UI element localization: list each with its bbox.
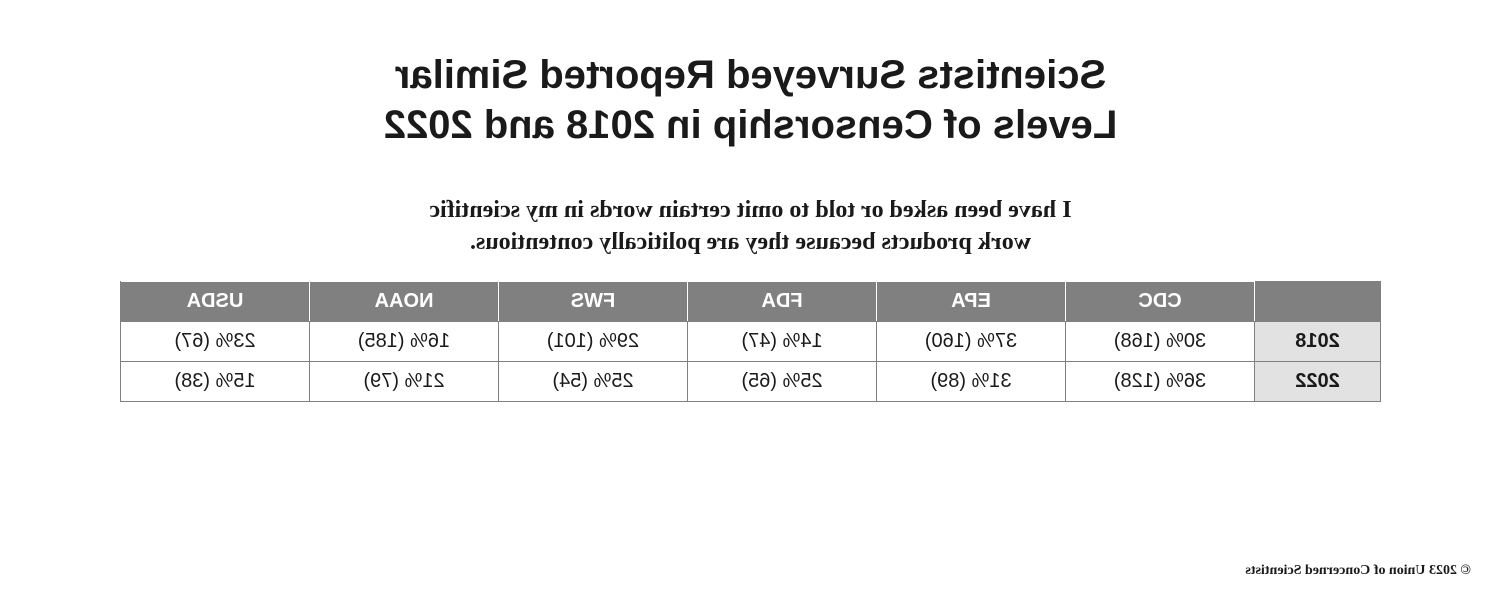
cell-2018-cdc: 30% (168)	[1066, 321, 1255, 361]
cell-2022-cdc: 36% (128)	[1066, 361, 1255, 401]
table-header-noaa: NOAA	[310, 281, 499, 321]
page-title: Scientists Surveyed Reported Similar Lev…	[120, 50, 1381, 150]
cell-2022-usda: 15% (38)	[121, 361, 310, 401]
table-header-epa: EPA	[877, 281, 1066, 321]
table-header-row: CDC EPA FDA FWS NOAA USDA	[121, 281, 1381, 321]
table-header-cdc: CDC	[1066, 281, 1255, 321]
title-line-2: Levels of Censorship in 2018 and 2022	[384, 103, 1118, 147]
cell-2022-epa: 31% (89)	[877, 361, 1066, 401]
table-header-usda: USDA	[121, 281, 310, 321]
censorship-table: CDC EPA FDA FWS NOAA USDA 2018 30% (168)…	[120, 281, 1381, 402]
table-header-fda: FDA	[688, 281, 877, 321]
table-row: 2022 36% (128) 31% (89) 25% (65) 25% (54…	[121, 361, 1381, 401]
copyright-footer: © 2023 Union of Concerned Scientists	[1245, 563, 1471, 579]
cell-2018-noaa: 16% (185)	[310, 321, 499, 361]
subtitle-line-1: I have been asked or told to omit certai…	[429, 197, 1071, 223]
table-row: 2018 30% (168) 37% (160) 14% (47) 29% (1…	[121, 321, 1381, 361]
cell-2018-usda: 23% (67)	[121, 321, 310, 361]
cell-2018-fda: 14% (47)	[688, 321, 877, 361]
row-year-2022: 2022	[1255, 361, 1381, 401]
survey-question: I have been asked or told to omit certai…	[301, 194, 1201, 259]
subtitle-line-2: work products because they are political…	[470, 229, 1031, 255]
row-year-2018: 2018	[1255, 321, 1381, 361]
table-header-fws: FWS	[499, 281, 688, 321]
table-header-blank	[1255, 281, 1381, 321]
cell-2022-fda: 25% (65)	[688, 361, 877, 401]
cell-2022-noaa: 21% (79)	[310, 361, 499, 401]
cell-2018-fws: 29% (101)	[499, 321, 688, 361]
cell-2022-fws: 25% (54)	[499, 361, 688, 401]
cell-2018-epa: 37% (160)	[877, 321, 1066, 361]
title-line-1: Scientists Surveyed Reported Similar	[395, 53, 1106, 97]
